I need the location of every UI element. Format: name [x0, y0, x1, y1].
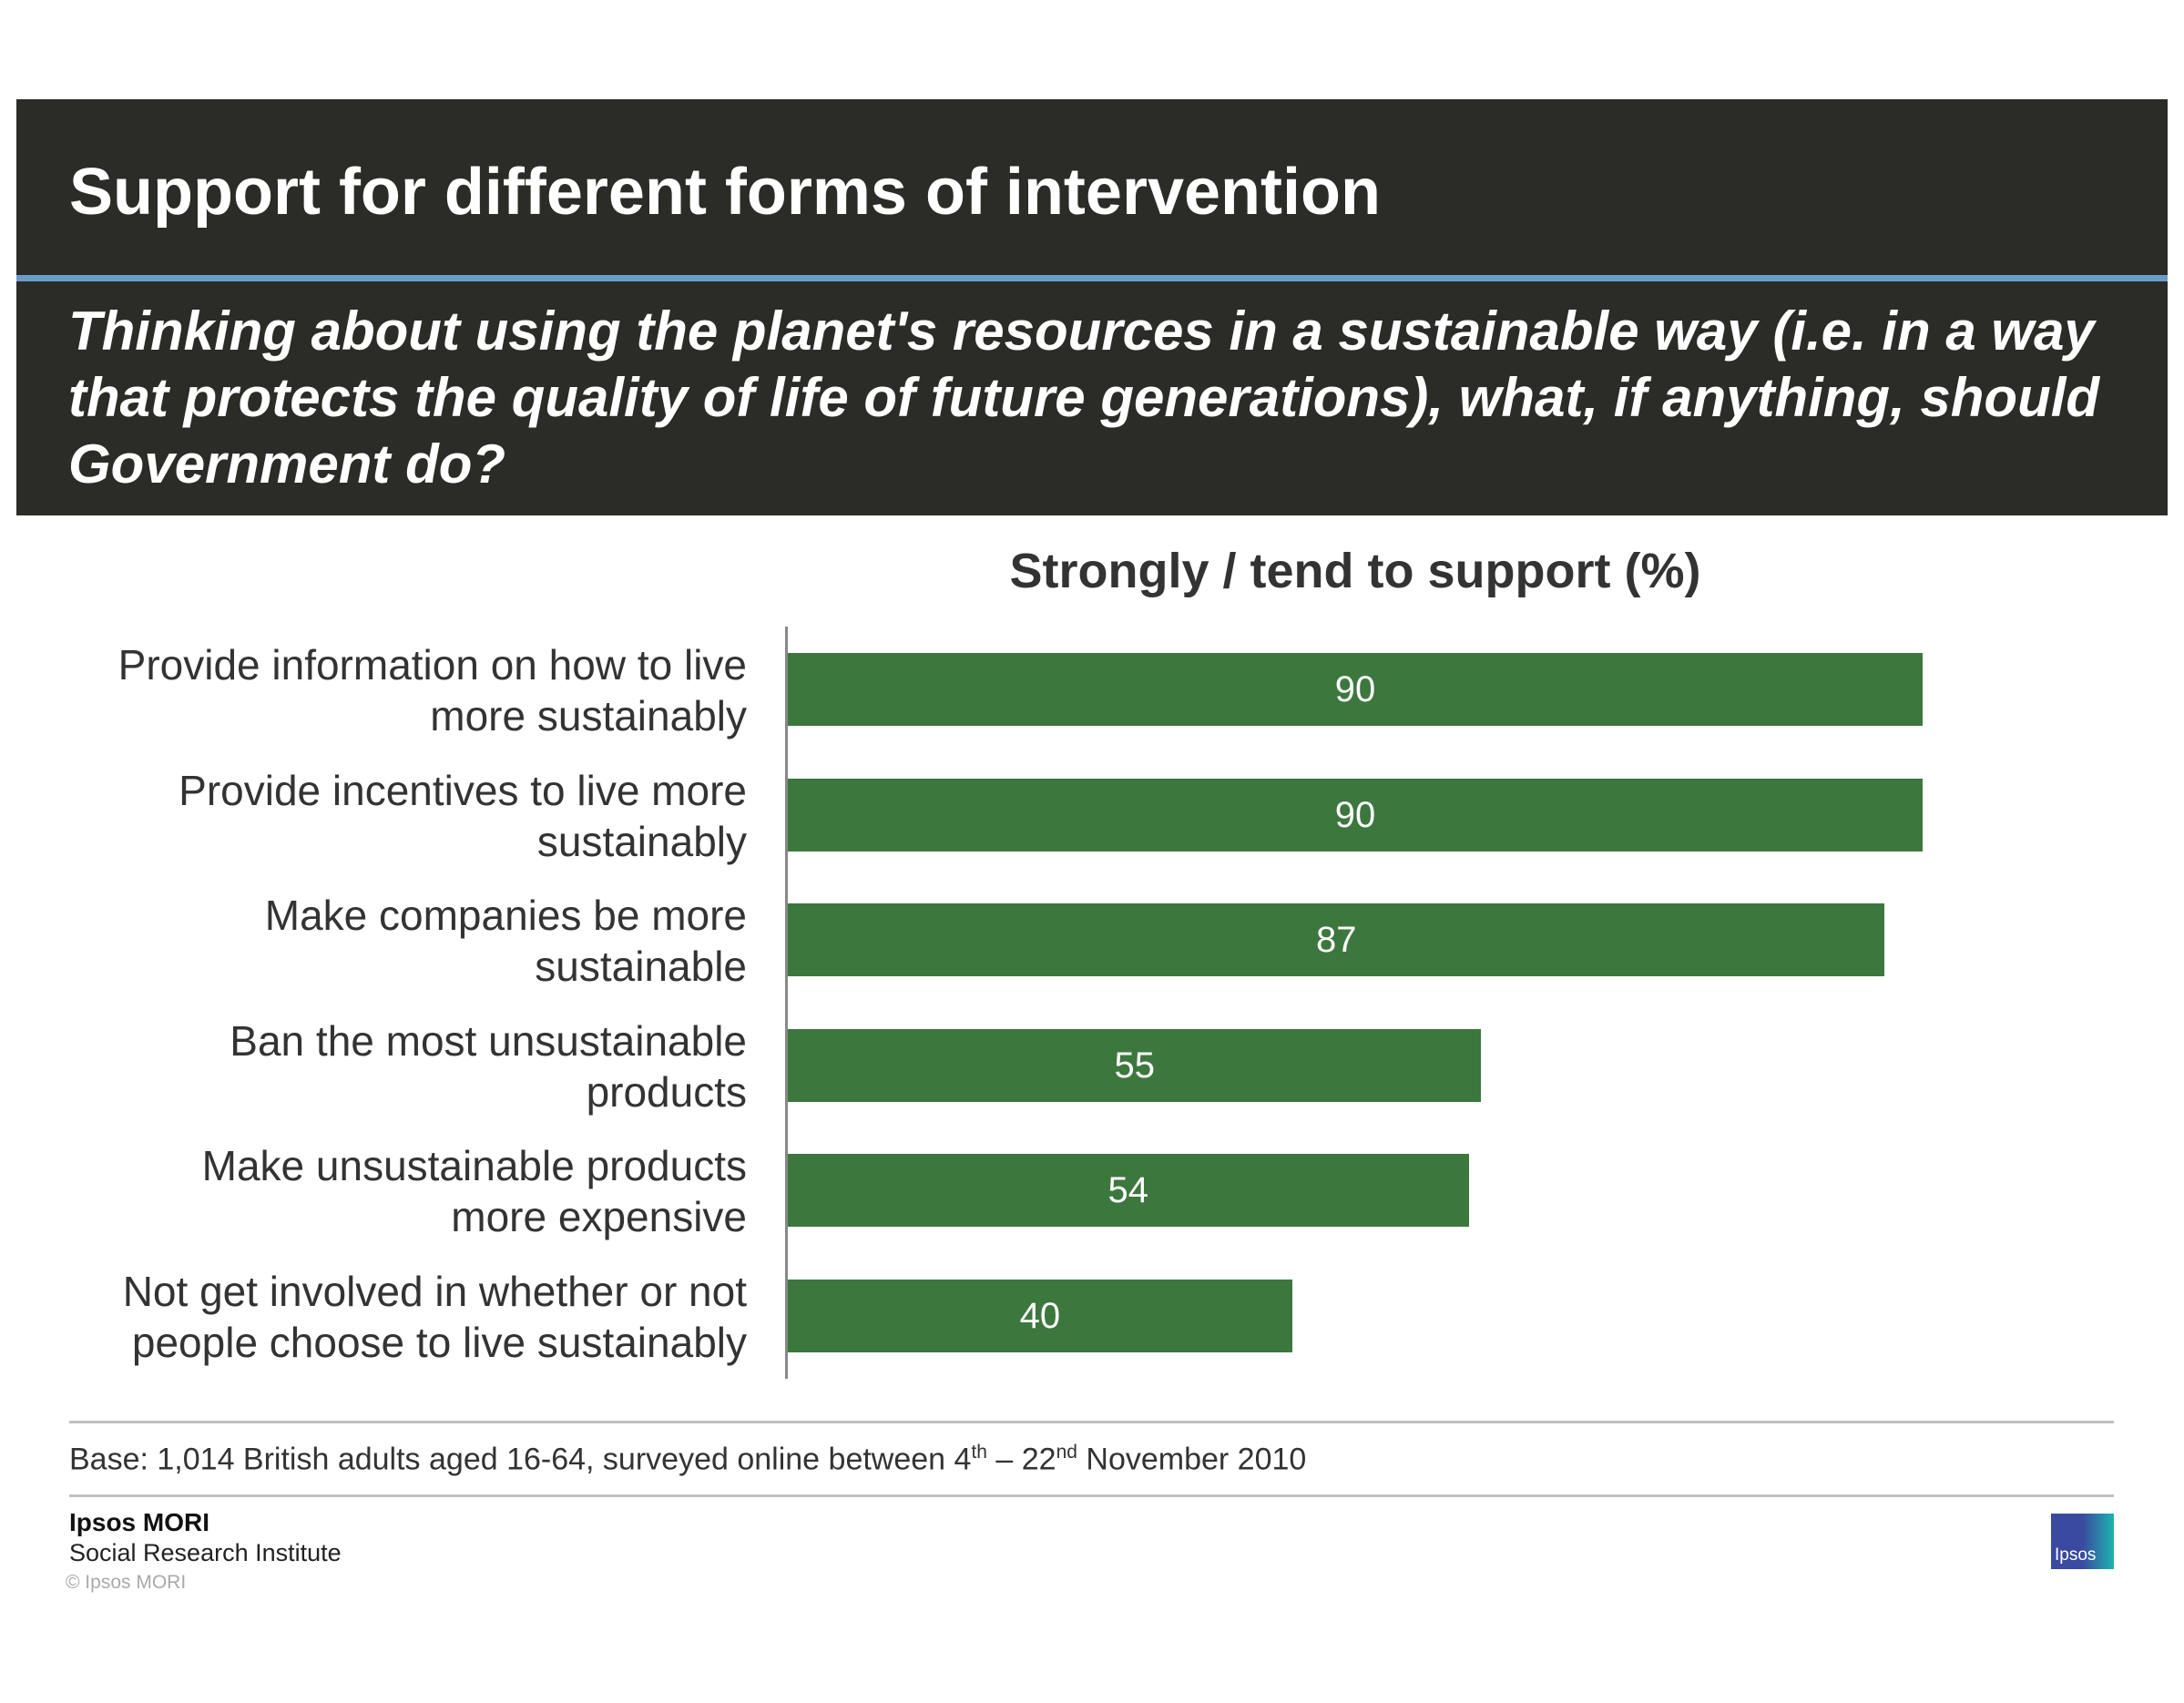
- bar-value-label: 54: [1107, 1170, 1149, 1211]
- category-label-line: more expensive: [451, 1193, 747, 1241]
- y-axis-line: [785, 627, 788, 1379]
- category-label: Make unsustainable products more expensiv…: [18, 1140, 747, 1242]
- header-banner: Support for different forms of intervent…: [16, 99, 2168, 515]
- category-label: Make companies be more sustainable: [18, 890, 747, 992]
- bar-value-label: 90: [1334, 669, 1376, 709]
- category-label-line: Ban the most unsustainable: [230, 1016, 747, 1065]
- base-text: November 2010: [1077, 1442, 1307, 1477]
- brand-name: Ipsos MORI: [69, 1508, 210, 1536]
- category-label: Provide information on how to live more s…: [18, 639, 747, 741]
- category-label-line: sustainable: [535, 943, 747, 991]
- bar: 40: [788, 1280, 1292, 1352]
- bar: 54: [788, 1154, 1469, 1228]
- bar: 55: [788, 1028, 1482, 1102]
- logo-text: Ipsos: [2055, 1545, 2097, 1565]
- ipsos-logo: Ipsos: [2051, 1514, 2114, 1569]
- base-sup: nd: [1056, 1442, 1077, 1463]
- chart-title: Strongly / tend to support (%): [1009, 544, 1701, 598]
- category-label-line: Not get involved in whether or not: [122, 1268, 747, 1315]
- category-label: Not get involved in whether or not people…: [18, 1266, 747, 1368]
- category-label: Ban the most unsustainable products: [18, 1015, 747, 1117]
- category-label: Provide incentives to live more sustainab…: [18, 765, 747, 867]
- bar: 87: [788, 903, 1885, 977]
- base-text: – 22: [986, 1442, 1056, 1477]
- category-label-line: sustainably: [536, 817, 747, 865]
- copyright: © Ipsos MORI: [66, 1572, 187, 1593]
- category-label-line: more sustainably: [430, 692, 747, 739]
- footer-divider-top: [69, 1421, 2114, 1423]
- category-label-line: Provide information on how to live: [117, 641, 747, 688]
- category-label-line: Provide incentives to live more: [179, 766, 747, 814]
- category-label-line: Make companies be more: [264, 892, 747, 940]
- page-title: Support for different forms of intervent…: [69, 156, 1381, 229]
- base-text: Base: 1,014 British adults aged 16-64, s…: [69, 1442, 972, 1477]
- bar-value-label: 87: [1315, 920, 1357, 961]
- bar: 90: [788, 653, 1923, 726]
- bar: 90: [788, 778, 1923, 852]
- footer-divider-bottom: [69, 1494, 2114, 1497]
- bar-value-label: 55: [1114, 1045, 1155, 1086]
- category-label-line: Make unsustainable products: [201, 1142, 747, 1190]
- survey-question: Thinking about using the planet's resour…: [68, 301, 2100, 495]
- accent-divider: [16, 275, 2168, 281]
- brand-division: Social Research Institute: [69, 1539, 342, 1566]
- bar-value-label: 40: [1019, 1296, 1061, 1336]
- category-label-line: people choose to live sustainably: [131, 1319, 747, 1366]
- bar-value-label: 90: [1334, 794, 1376, 835]
- base-note: Base: 1,014 British adults aged 16-64, s…: [69, 1442, 1306, 1477]
- base-sup: th: [971, 1442, 987, 1463]
- category-label-line: products: [586, 1067, 747, 1116]
